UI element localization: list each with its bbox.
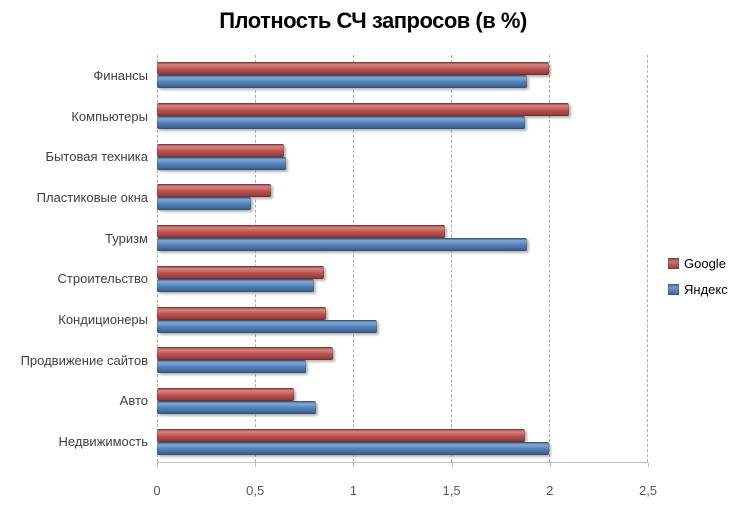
x-axis-tick-label: 1,5 — [442, 483, 461, 498]
bar-rows — [157, 55, 647, 462]
axis-tick-mark — [451, 463, 453, 467]
category-label: Авто — [119, 393, 148, 409]
axis-tick-mark — [353, 463, 355, 467]
category-label: Бытовая техника — [45, 149, 148, 165]
bar-google — [157, 103, 569, 117]
bar-google — [157, 225, 446, 239]
bar-яндекс — [157, 400, 316, 414]
bar-row — [157, 218, 647, 259]
legend-swatch-icon — [668, 284, 679, 295]
legend-swatch-icon — [668, 258, 679, 269]
axis-tick-mark — [157, 463, 158, 467]
bar-яндекс — [157, 238, 528, 252]
legend: Google Яндекс — [668, 256, 728, 297]
bar-яндекс — [157, 116, 526, 130]
bar-row — [157, 421, 647, 462]
category-label: Продвижение сайтов — [20, 352, 148, 368]
chart-title: Плотность СЧ запросов (в %) — [219, 8, 527, 33]
bar-row — [157, 136, 647, 177]
bar-яндекс — [157, 278, 314, 292]
category-axis: Финансы Компьютеры Бытовая техника Пластико… — [0, 55, 157, 462]
bar-яндекс — [157, 197, 252, 211]
x-axis: 0 0,5 1 1,5 2 2,5 — [153, 462, 657, 508]
gridline — [451, 55, 452, 462]
x-axis-tick-label: 0,5 — [246, 483, 265, 498]
legend-item-яндекс: Яндекс — [668, 282, 728, 297]
legend-label: Google — [684, 256, 726, 271]
bar-row — [157, 381, 647, 422]
bar-row — [157, 259, 647, 300]
bar-яндекс — [157, 75, 528, 89]
axis-tick-mark — [255, 463, 257, 467]
bar-google — [157, 62, 549, 76]
gridline — [157, 55, 158, 462]
category-label: Пластиковые окна — [36, 189, 148, 205]
axis-tick-mark — [648, 463, 649, 467]
axis-tick-mark — [549, 463, 551, 467]
gridline — [647, 55, 648, 462]
bar-яндекс — [157, 319, 377, 333]
category-label: Кондиционеры — [58, 312, 148, 328]
category-label: Финансы — [93, 67, 148, 83]
category-label: Строительство — [57, 271, 148, 287]
x-axis-tick-label: 0 — [153, 483, 161, 498]
plot-area — [157, 55, 648, 462]
bar-google — [157, 143, 285, 157]
x-axis-tick-label: 1 — [349, 483, 358, 498]
x-axis-tick-label: 2 — [546, 483, 554, 498]
bar-google — [157, 306, 326, 320]
bar-яндекс — [157, 441, 549, 455]
bar-google — [157, 265, 324, 279]
bar-row — [157, 96, 647, 137]
bar-google — [157, 428, 526, 442]
bar-row — [157, 55, 647, 96]
gridline — [549, 55, 550, 462]
bar-row — [157, 299, 647, 340]
legend-item-google: Google — [668, 256, 728, 271]
bar-яндекс — [157, 156, 287, 170]
gridline — [255, 55, 256, 462]
gridline — [353, 55, 354, 462]
legend-label: Яндекс — [684, 282, 728, 297]
category-label: Компьютеры — [71, 108, 148, 124]
bar-яндекс — [157, 360, 306, 374]
bar-google — [157, 347, 334, 361]
bar-row — [157, 177, 647, 218]
category-label: Туризм — [105, 230, 148, 246]
category-label: Недвижимость — [58, 434, 148, 450]
bar-row — [157, 340, 647, 381]
bar-google — [157, 387, 295, 401]
x-axis-tick-label: 2,5 — [638, 483, 658, 498]
bar-google — [157, 184, 271, 198]
